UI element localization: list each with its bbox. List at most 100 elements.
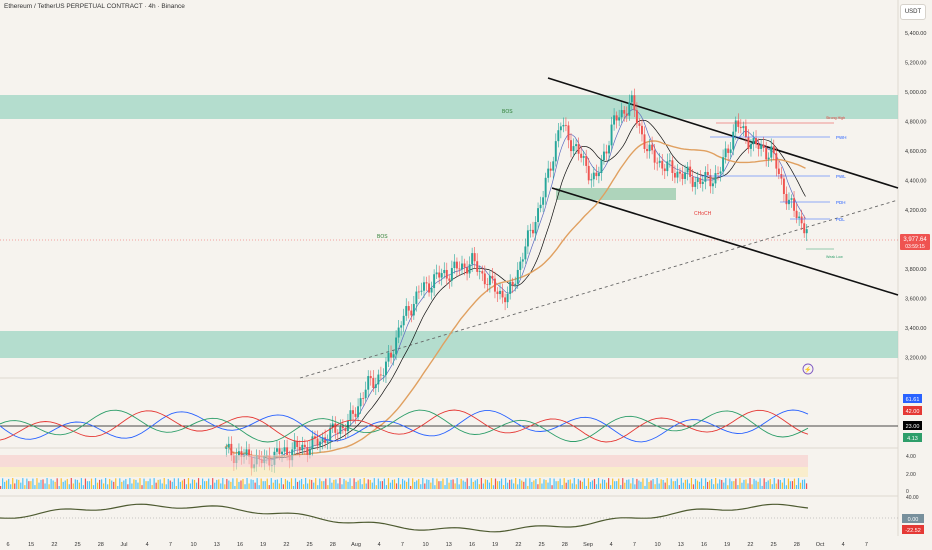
trendline-dashed[interactable] bbox=[299, 199, 899, 379]
osc2-bar bbox=[226, 478, 228, 489]
osc2-bar bbox=[735, 478, 737, 489]
osc2-bar bbox=[610, 485, 612, 489]
osc2-bar bbox=[672, 481, 674, 489]
candle-body bbox=[402, 315, 405, 326]
candle-body bbox=[227, 443, 230, 448]
time-tick: 28 bbox=[562, 542, 568, 548]
osc2-bar bbox=[117, 485, 119, 489]
osc2-bar bbox=[523, 481, 525, 489]
osc2-bar bbox=[70, 478, 72, 489]
candle-body bbox=[673, 172, 676, 178]
osc2-bar bbox=[46, 478, 48, 489]
osc2-bar bbox=[747, 483, 749, 489]
osc2-bar bbox=[470, 478, 472, 489]
osc2-bar bbox=[62, 481, 64, 489]
candle-body bbox=[803, 223, 806, 234]
last-price-badge bbox=[900, 234, 930, 250]
osc2-bar bbox=[521, 480, 523, 489]
osc2-bar bbox=[713, 484, 715, 489]
osc2-bar bbox=[587, 478, 590, 489]
osc2-bar bbox=[531, 481, 533, 489]
candle-body bbox=[509, 281, 512, 294]
osc2-bar bbox=[688, 483, 691, 489]
osc2-bar bbox=[541, 483, 543, 489]
osc2-bar bbox=[52, 480, 54, 489]
osc2-bar bbox=[757, 481, 759, 489]
candle-body bbox=[805, 229, 808, 234]
osc2-bar bbox=[244, 484, 246, 489]
channel-lower[interactable] bbox=[551, 187, 899, 296]
osc2-bar bbox=[448, 482, 450, 489]
candle-body bbox=[473, 253, 476, 262]
osc2-bar bbox=[694, 478, 697, 489]
osc2-bar bbox=[803, 479, 806, 489]
osc2-bar bbox=[412, 478, 414, 489]
candle-body bbox=[334, 423, 337, 433]
channel-upper[interactable] bbox=[547, 77, 899, 189]
osc2-bar bbox=[327, 485, 329, 489]
candle-body bbox=[532, 229, 534, 234]
osc2-bar bbox=[333, 479, 335, 489]
osc1-lines bbox=[0, 409, 809, 443]
osc2-bar bbox=[719, 479, 721, 489]
osc2-bar bbox=[557, 481, 559, 489]
osc2-bar bbox=[533, 480, 535, 489]
osc1-value: 61.61 bbox=[906, 397, 920, 403]
osc2-bar bbox=[12, 478, 14, 489]
candle-body bbox=[661, 160, 664, 169]
osc2-bar bbox=[325, 478, 327, 489]
candle-body bbox=[374, 384, 377, 388]
candle-body bbox=[362, 398, 365, 399]
time-tick: 4 bbox=[378, 542, 381, 548]
osc2-bar bbox=[191, 479, 194, 489]
osc2-bar bbox=[670, 478, 672, 489]
osc2-bar bbox=[171, 481, 173, 489]
candle-body bbox=[511, 281, 514, 286]
candle-body bbox=[653, 150, 656, 163]
osc2-bar bbox=[84, 478, 87, 489]
osc2-bar bbox=[373, 478, 375, 489]
price-axis[interactable]: 5,400.00 5,200.00 5,000.00 4,800.00 4,600.00… bbox=[905, 31, 926, 362]
osc2-bar bbox=[260, 478, 262, 489]
osc2-bar bbox=[337, 483, 339, 489]
osc2-bar bbox=[575, 484, 577, 489]
strong-high-label: Strong High bbox=[826, 116, 845, 120]
time-tick: 10 bbox=[423, 542, 429, 548]
time-tick: 6 bbox=[6, 542, 9, 548]
osc2-bar bbox=[351, 485, 353, 489]
candle-body bbox=[311, 436, 314, 449]
candle-body bbox=[681, 173, 684, 179]
price-tick: 5,000.00 bbox=[905, 90, 926, 96]
time-tick: 16 bbox=[701, 542, 707, 548]
candle-body bbox=[567, 125, 570, 141]
osc2-bar bbox=[296, 481, 299, 489]
osc2-bar bbox=[410, 485, 412, 489]
osc2-bar bbox=[206, 481, 208, 489]
candle-body bbox=[719, 171, 722, 174]
price-tick: 5,400.00 bbox=[905, 31, 926, 37]
osc2-bar bbox=[8, 478, 10, 489]
candle-body bbox=[564, 124, 567, 126]
osc2-bar bbox=[539, 478, 541, 489]
candle-body bbox=[245, 449, 248, 456]
osc2-bar bbox=[797, 478, 800, 489]
osc2-bar bbox=[234, 485, 236, 489]
osc2-bar bbox=[115, 478, 117, 489]
osc2-bar bbox=[450, 479, 452, 489]
osc2-bar bbox=[702, 485, 705, 489]
osc2-bar bbox=[242, 478, 244, 489]
currency-button[interactable]: USDT bbox=[900, 4, 926, 20]
candle-body bbox=[739, 126, 742, 129]
time-axis[interactable]: 6 15 22 25 28 Jul 4 7 10 13 16 19 22 25 28 Aug 4 7 10 13 16 1… bbox=[6, 542, 867, 548]
candle-body bbox=[641, 125, 643, 135]
time-tick: 7 bbox=[865, 542, 868, 548]
lightning-icon[interactable] bbox=[802, 363, 814, 375]
candle-body bbox=[445, 269, 448, 279]
osc2-bar bbox=[143, 478, 145, 489]
osc2-bar bbox=[658, 483, 660, 489]
last-price-value: 3,977.64 bbox=[903, 237, 927, 243]
osc2-bar bbox=[725, 478, 727, 489]
osc2-bar bbox=[0, 486, 2, 489]
candle-body bbox=[440, 273, 443, 278]
candle-body bbox=[547, 168, 550, 178]
